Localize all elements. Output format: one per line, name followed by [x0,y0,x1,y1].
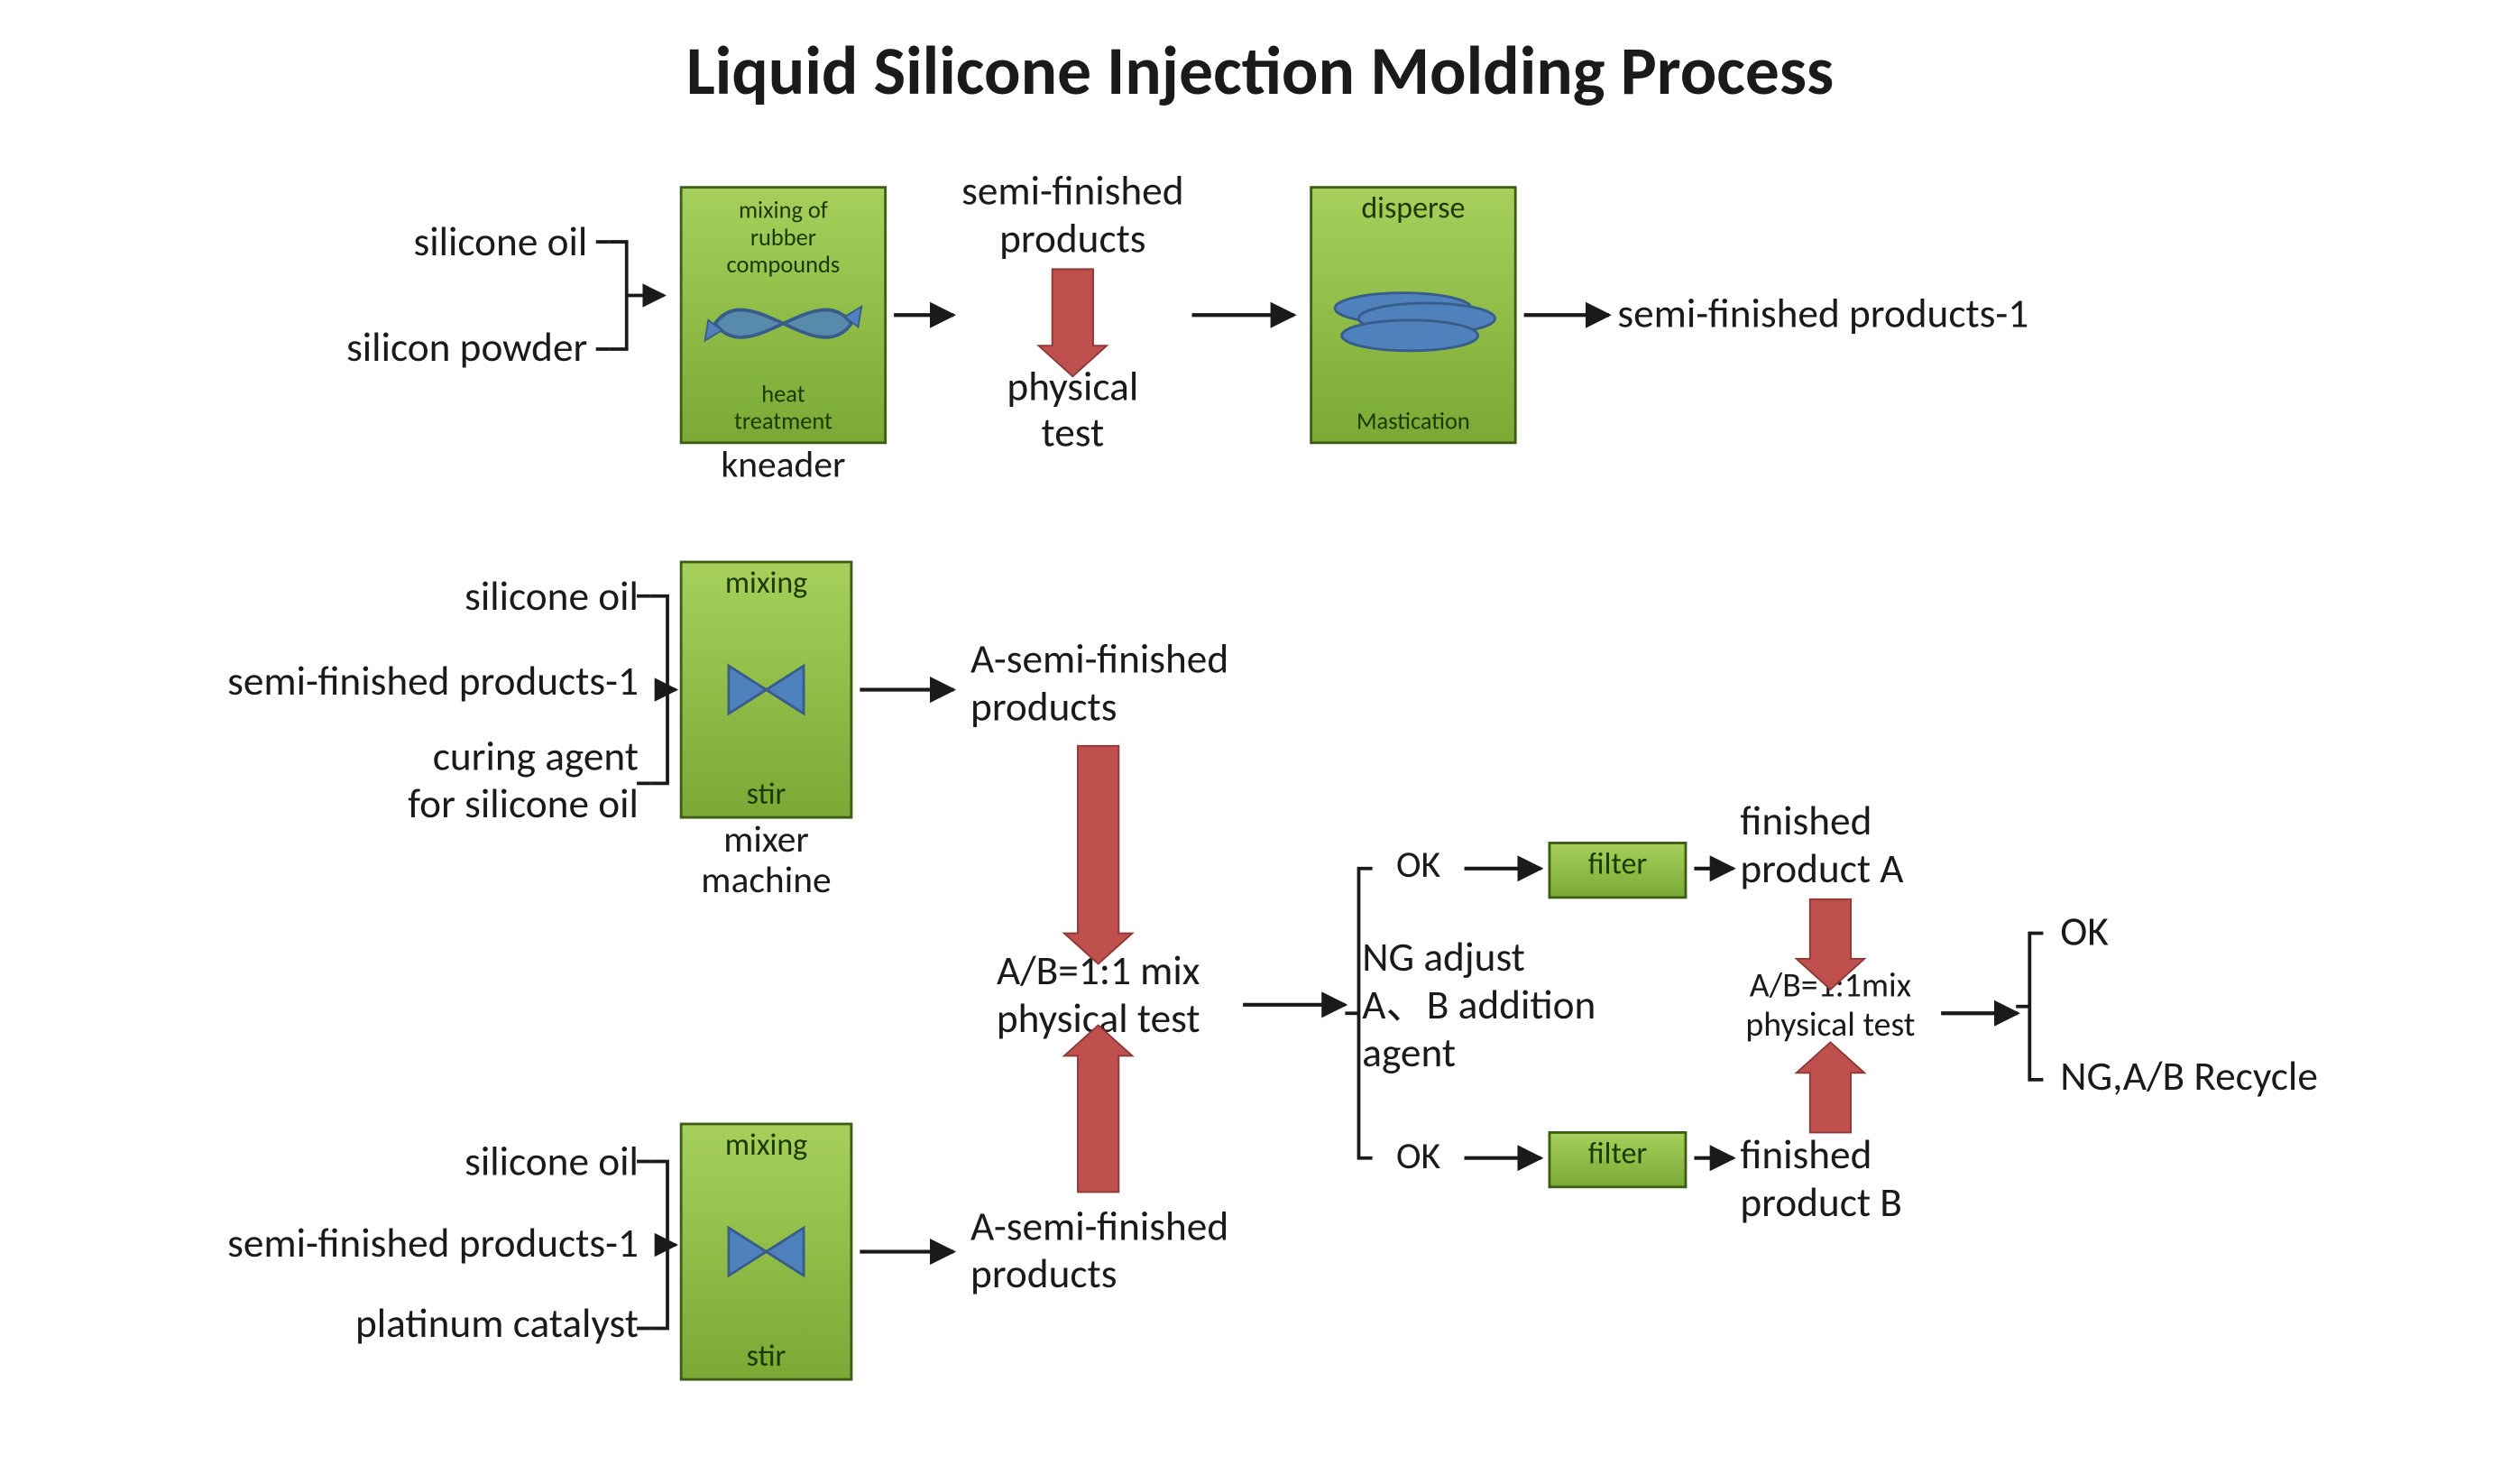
label-ng-1: NG adjust [1362,933,1525,982]
box-mixer-b: mixing stir [681,1124,851,1379]
svg-text:filter: filter [1588,845,1648,882]
label-ok-a: OK [1396,842,1440,888]
label-semi-1b: products [999,214,1145,263]
svg-text:kneader: kneader [721,442,845,488]
label-fpB-2: product B [1740,1178,1902,1228]
svg-text:compounds: compounds [727,251,841,280]
label-ok-b: OK [1396,1133,1440,1179]
label-in-cure-b: for silicone oil [408,779,639,829]
label-in-semi1-b: semi-finished products-1 [227,1219,639,1268]
label-in-cure-a: curing agent [433,732,639,781]
label-in-powder: silicon powder [346,323,587,373]
box-disperse: disperse Mastication [1311,188,1516,443]
svg-text:mixing of: mixing of [739,197,828,226]
label-fpA-1: finished [1740,797,1872,846]
label-a-out-1: A-semi-finished [970,635,1228,685]
svg-text:machine: machine [701,857,831,903]
label-ng-2: A、B addition [1362,981,1596,1030]
red-arrow [1797,1042,1865,1132]
red-arrow [1064,746,1133,964]
svg-text:rubber: rubber [750,224,816,253]
svg-text:mixing: mixing [725,1127,807,1164]
box-filter-a: filter [1550,843,1686,897]
diagram-title: Liquid Silicone Injection Molding Proces… [686,30,1834,113]
label-b-out-1: A-semi-finished [970,1202,1228,1251]
label-phys-1b: test [1042,409,1105,458]
svg-text:filter: filter [1588,1135,1648,1172]
red-arrow [1039,269,1108,376]
label-fpA-2: product A [1740,844,1904,894]
label-b-out-2: products [970,1249,1117,1299]
svg-text:stir: stir [747,776,786,813]
red-arrow [1064,1025,1133,1192]
label-a-out-2: products [970,683,1117,732]
label-in-oil-2: silicone oil [464,572,639,622]
label-mix2-2: physical test [1745,1004,1915,1046]
svg-text:heat: heat [761,381,805,410]
svg-text:stir: stir [747,1338,786,1375]
label-in-pt: platinum catalyst [355,1299,639,1349]
svg-text:mixer: mixer [723,816,809,862]
box-mixer-a: mixing stirmixermachine [681,562,851,903]
label-fpB-1: finished [1740,1130,1872,1180]
label-final-ng: NG,A/B Recycle [2060,1052,2318,1101]
flowchart-svg: Liquid Silicone Injection Molding Proces… [0,0,2520,1465]
box-kneader: mixing ofrubbercompounds treatmentheat kne… [681,188,886,488]
label-ng-3: agent [1362,1028,1456,1078]
svg-text:disperse: disperse [1361,190,1465,227]
label-in-oil-3: silicone oil [464,1138,639,1187]
label-final-ok: OK [2060,908,2109,957]
label-out-semi1: semi-finished products-1 [1617,289,2028,338]
svg-text:mixing: mixing [725,565,807,602]
box-filter-b: filter [1550,1132,1686,1186]
label-in-semi1-a: semi-finished products-1 [227,657,639,706]
svg-text:treatment: treatment [734,408,832,437]
svg-text:Mastication: Mastication [1357,408,1470,437]
label-in-oil-1: silicone oil [413,217,587,267]
label-semi-1a: semi-finished [961,167,1183,217]
